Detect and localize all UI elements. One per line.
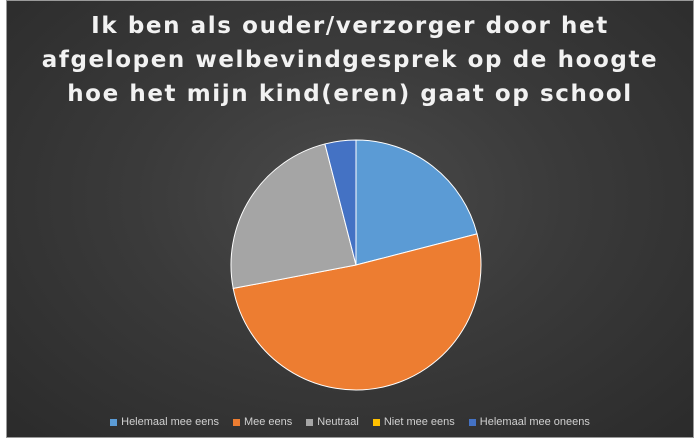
pie-slice-helemaal-mee-oneens (324, 139, 357, 266)
legend-label: Helemaal mee oneens (479, 416, 590, 428)
pie-chart (230, 139, 482, 391)
pie-slice-helemaal-mee-eens (355, 139, 478, 266)
legend-swatch (232, 418, 240, 426)
pie-slice-mee-eens (232, 233, 482, 391)
chart-title-line-3: hoe het mijn kind(eren) gaat op school (67, 81, 633, 107)
legend-swatch (110, 418, 118, 426)
legend-item-niet-mee-eens: Niet mee eens (372, 416, 455, 428)
legend-swatch (468, 418, 476, 426)
pie-slice-neutraal (230, 143, 357, 290)
legend-label: Niet mee eens (383, 416, 455, 428)
chart-title-line-2: afgelopen welbevindgesprek op de hoogte (41, 47, 659, 73)
chart-title: Ik ben als ouder/verzorger door het afge… (17, 9, 683, 111)
legend-label: Helemaal mee eens (121, 416, 219, 428)
legend-label: Neutraal (317, 416, 359, 428)
chart-legend: Helemaal mee eens Mee eens Neutraal Niet… (7, 413, 693, 431)
legend-swatch (306, 418, 314, 426)
legend-item-mee-eens: Mee eens (232, 416, 293, 428)
legend-item-helemaal-mee-eens: Helemaal mee eens (110, 416, 219, 428)
legend-item-helemaal-mee-oneens: Helemaal mee oneens (468, 416, 590, 428)
legend-item-neutraal: Neutraal (306, 416, 359, 428)
legend-label: Mee eens (243, 416, 293, 428)
chart-area: Ik ben als ouder/verzorger door het afge… (6, 0, 694, 438)
legend-swatch (372, 418, 380, 426)
chart-title-line-1: Ik ben als ouder/verzorger door het (91, 13, 609, 39)
